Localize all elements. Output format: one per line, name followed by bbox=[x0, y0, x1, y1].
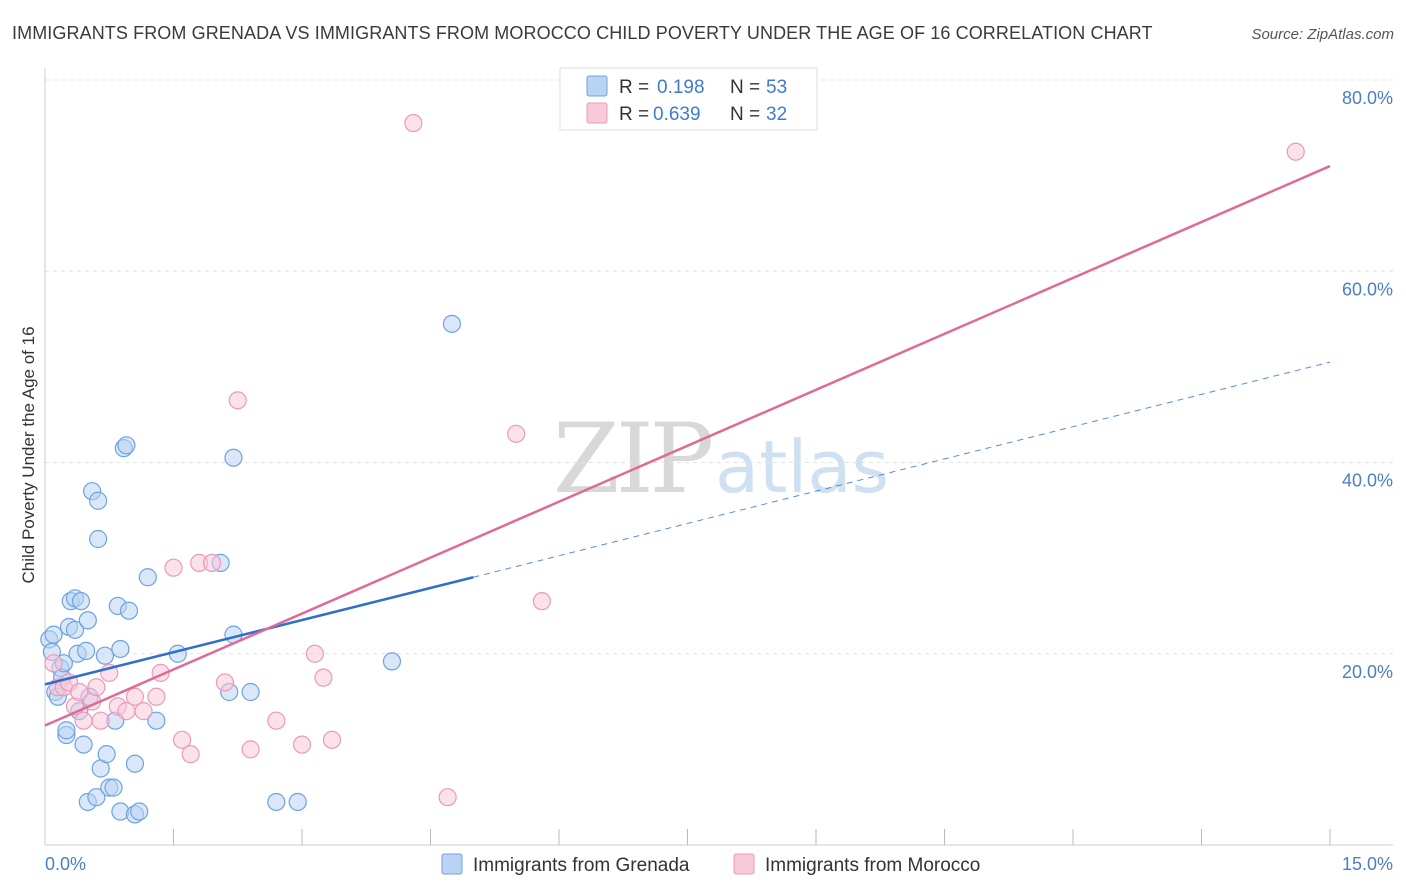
morocco-point bbox=[134, 702, 153, 721]
morocco-point bbox=[322, 730, 342, 749]
morocco-point bbox=[532, 592, 551, 611]
grenada-point bbox=[74, 735, 93, 754]
grenada-point bbox=[71, 592, 91, 611]
morocco-point bbox=[74, 711, 93, 730]
y-tick-label-20: 20.0% bbox=[1342, 662, 1393, 682]
bottom-legend-swatch-grenada bbox=[441, 853, 463, 875]
y-tick-label-80: 80.0% bbox=[1342, 88, 1393, 108]
morocco-point bbox=[241, 740, 260, 759]
morocco-point bbox=[147, 687, 166, 706]
watermark-atlas: atlas bbox=[715, 425, 889, 509]
legend-r-value-grenada: 0.198 bbox=[657, 77, 705, 98]
trend-line-grenada bbox=[44, 576, 474, 686]
watermark: ZIP atlas bbox=[553, 403, 889, 515]
trend-lines bbox=[44, 164, 1331, 727]
series-points-morocco bbox=[44, 113, 1305, 807]
grenada-point bbox=[125, 754, 145, 773]
morocco-point bbox=[202, 553, 222, 573]
grenada-point bbox=[288, 792, 307, 812]
morocco-point bbox=[44, 654, 63, 673]
legend-n-label-grenada: N = bbox=[730, 77, 760, 98]
legend-r-label-grenada: R = bbox=[619, 77, 649, 98]
grenada-point bbox=[57, 721, 76, 740]
morocco-point bbox=[228, 391, 247, 410]
morocco-point bbox=[305, 644, 324, 663]
bottom-legend: Immigrants from Grenada Immigrants from … bbox=[441, 853, 980, 876]
morocco-point bbox=[125, 687, 145, 706]
grenada-point bbox=[117, 436, 136, 455]
legend: R = 0.198 N = 53 R = 0.639 N = 32 bbox=[559, 67, 818, 131]
x-tick-label-min: 0.0% bbox=[45, 854, 86, 874]
bottom-legend-label-morocco: Immigrants from Morocco bbox=[765, 855, 980, 876]
morocco-point bbox=[70, 682, 89, 702]
bottom-legend-label-grenada: Immigrants from Grenada bbox=[473, 855, 690, 876]
grenada-point bbox=[241, 682, 260, 702]
legend-r-value-morocco: 0.639 bbox=[653, 104, 701, 125]
watermark-zip: ZIP bbox=[553, 403, 712, 515]
morocco-point bbox=[438, 788, 457, 807]
y-axis-label: Child Poverty Under the Age of 16 bbox=[19, 326, 38, 583]
grenada-point bbox=[44, 625, 63, 644]
legend-n-label-morocco: N = bbox=[730, 104, 760, 125]
morocco-point bbox=[314, 668, 333, 687]
bottom-legend-swatch-morocco bbox=[733, 853, 755, 875]
morocco-point bbox=[267, 711, 286, 730]
trend-line-morocco bbox=[44, 164, 1331, 727]
data-points bbox=[40, 113, 1305, 824]
grenada-point bbox=[89, 529, 108, 549]
morocco-point bbox=[91, 711, 110, 730]
legend-r-label-morocco: R = bbox=[619, 104, 649, 125]
morocco-point bbox=[87, 678, 106, 697]
grenada-point bbox=[104, 778, 123, 797]
morocco-point bbox=[181, 745, 200, 764]
morocco-point bbox=[215, 673, 234, 692]
morocco-point bbox=[164, 558, 183, 577]
grenada-point bbox=[138, 568, 157, 587]
morocco-point bbox=[292, 735, 312, 754]
grenada-point bbox=[87, 788, 106, 807]
chart-source: Source: ZipAtlas.com bbox=[1251, 26, 1394, 43]
grid bbox=[45, 79, 1393, 655]
morocco-point bbox=[404, 113, 423, 133]
morocco-point bbox=[172, 730, 192, 749]
grenada-point bbox=[97, 745, 116, 764]
grenada-point bbox=[78, 611, 97, 630]
grenada-point bbox=[147, 711, 166, 730]
morocco-point bbox=[1286, 142, 1305, 161]
morocco-point bbox=[507, 424, 526, 443]
legend-n-value-morocco: 32 bbox=[766, 104, 787, 125]
grenada-point bbox=[130, 802, 149, 821]
axes bbox=[44, 68, 1393, 846]
legend-n-value-grenada: 53 bbox=[766, 77, 787, 98]
grenada-point bbox=[119, 601, 139, 620]
legend-swatch-grenada bbox=[586, 75, 608, 97]
legend-swatch-morocco bbox=[586, 102, 608, 124]
grenada-point bbox=[65, 620, 85, 639]
grenada-point bbox=[224, 448, 243, 467]
grenada-point bbox=[77, 641, 96, 660]
trend-line-grenada-extension bbox=[473, 361, 1331, 578]
chart-title: IMMIGRANTS FROM GRENADA VS IMMIGRANTS FR… bbox=[12, 23, 1153, 43]
grenada-point bbox=[95, 646, 115, 665]
grenada-point bbox=[89, 491, 108, 510]
tick-labels: 0.0% 15.0% 20.0% 40.0% 60.0% 80.0% bbox=[45, 88, 1393, 874]
grenada-point bbox=[111, 639, 130, 659]
grenada-point bbox=[267, 792, 286, 812]
grenada-point bbox=[382, 652, 402, 671]
y-tick-label-40: 40.0% bbox=[1342, 471, 1393, 491]
grenada-point bbox=[442, 314, 462, 333]
x-tick-label-max: 15.0% bbox=[1342, 854, 1393, 874]
y-tick-label-60: 60.0% bbox=[1342, 279, 1393, 299]
